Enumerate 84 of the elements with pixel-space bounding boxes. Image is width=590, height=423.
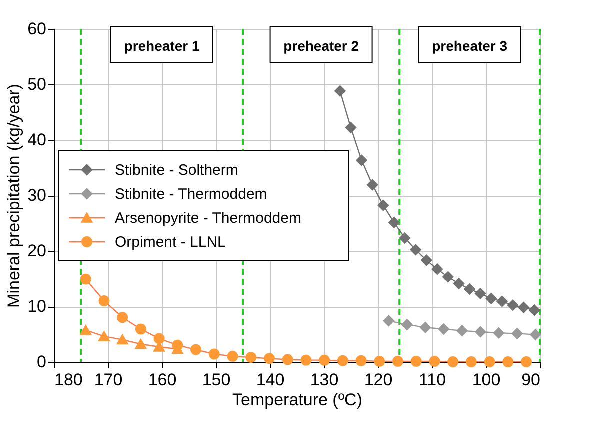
- point: [464, 284, 476, 295]
- point: [475, 288, 486, 300]
- point: [98, 332, 110, 342]
- point: [154, 342, 165, 352]
- point: [356, 355, 367, 366]
- point: [486, 293, 497, 304]
- point: [264, 353, 275, 364]
- x-tick-label: 140: [256, 370, 285, 390]
- point: [429, 356, 440, 367]
- point: [117, 312, 128, 324]
- point: [319, 354, 330, 366]
- legend-label: Arsenopyrite - Thermoddem: [115, 210, 302, 227]
- point: [172, 340, 184, 351]
- point: [400, 232, 410, 244]
- point: [356, 155, 368, 166]
- y-tick-label: 20: [28, 242, 46, 260]
- x-tick-label: 120: [364, 370, 393, 390]
- point: [466, 356, 477, 368]
- point: [442, 272, 454, 283]
- y-tick-label: 10: [28, 297, 46, 316]
- point: [475, 326, 486, 338]
- point: [374, 356, 386, 367]
- point: [493, 328, 504, 339]
- point: [402, 319, 413, 330]
- point: [117, 334, 128, 345]
- y-tick-label: 30: [28, 186, 46, 205]
- point: [300, 354, 312, 366]
- x-tick-label: 160: [148, 370, 177, 390]
- point: [421, 254, 432, 266]
- point: [512, 328, 523, 340]
- y-tick-label: 40: [28, 130, 46, 150]
- legend-label: Orpiment - LLNL: [115, 234, 226, 251]
- point: [227, 350, 238, 362]
- x-tick-label: 100: [472, 370, 501, 390]
- point: [154, 333, 165, 344]
- point: [190, 344, 202, 356]
- x-tick-label: 170: [94, 370, 123, 390]
- annotation: preheater 3: [432, 38, 508, 54]
- point: [456, 325, 468, 336]
- annotation: preheater 2: [284, 38, 360, 54]
- x-tick-label: 130: [310, 370, 339, 390]
- point: [420, 322, 431, 334]
- y-axis-title: Mineral precipitation (kg/year): [4, 84, 24, 308]
- x-tick-label: 180: [54, 370, 83, 390]
- point: [530, 329, 542, 340]
- point: [383, 315, 394, 326]
- point: [378, 200, 389, 211]
- point: [337, 355, 348, 366]
- y-tick-label: 0: [37, 352, 46, 372]
- point: [392, 356, 404, 367]
- x-tick-label: 150: [202, 370, 231, 390]
- point: [484, 356, 496, 368]
- point: [438, 324, 450, 335]
- y-tick-label: 60: [28, 20, 46, 38]
- point: [98, 295, 110, 306]
- point: [208, 348, 220, 360]
- point: [529, 304, 540, 316]
- point: [410, 356, 422, 367]
- x-axis-title: Temperature (ºC): [232, 390, 362, 410]
- point: [454, 278, 464, 290]
- point: [367, 179, 378, 190]
- y-tick-label: 50: [28, 75, 46, 94]
- point: [246, 352, 257, 364]
- point: [80, 274, 92, 285]
- annotation: preheater 1: [124, 38, 200, 54]
- x-tick-label: 90: [522, 370, 540, 390]
- point: [346, 122, 356, 134]
- point: [518, 302, 530, 314]
- point: [521, 356, 532, 368]
- x-tick-label: 110: [418, 370, 446, 390]
- point: [135, 339, 146, 350]
- point: [502, 356, 514, 368]
- point: [388, 217, 400, 228]
- point: [282, 354, 294, 366]
- point: [508, 300, 518, 311]
- point: [410, 244, 422, 256]
- point: [448, 356, 459, 368]
- point: [334, 86, 346, 97]
- point: [80, 325, 92, 336]
- legend-label: Stibnite - Soltherm: [115, 162, 238, 179]
- point: [496, 296, 508, 307]
- point: [432, 264, 443, 275]
- point: [135, 324, 146, 335]
- legend-label: Stibnite - Thermoddem: [115, 186, 268, 203]
